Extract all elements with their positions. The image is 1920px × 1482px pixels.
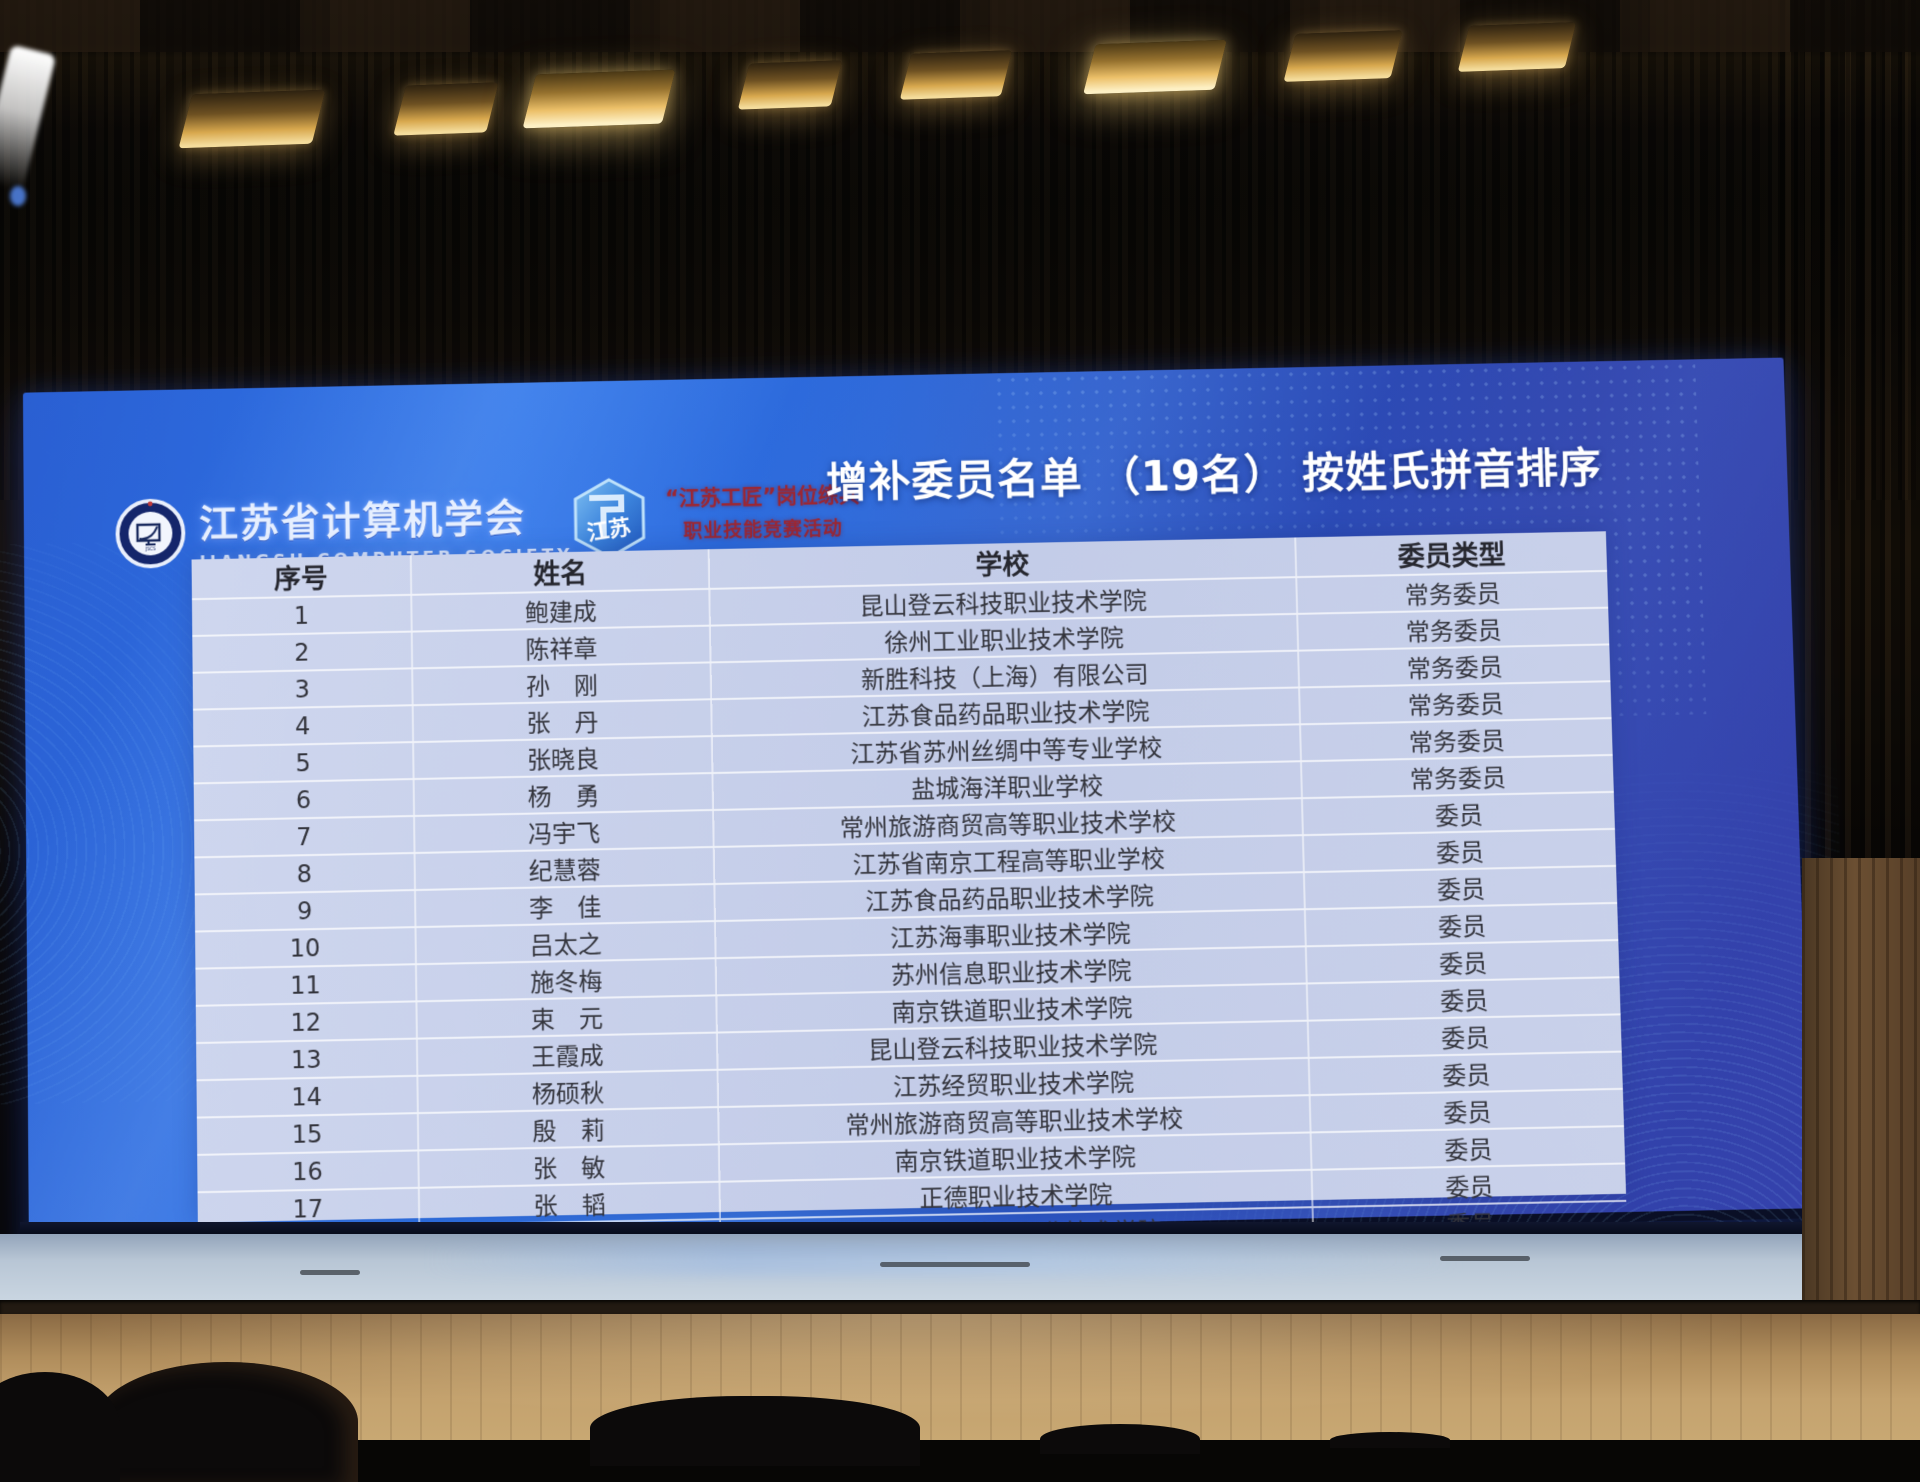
cell-no: 2 [192,632,414,672]
cell-type: 常务委员 [1404,580,1501,610]
cell-type: 常务委员 [1408,727,1506,758]
slide-title: 增补委员名单 （19名） 按姓氏拼音排序 [825,443,1603,508]
cell-name: 鲍建成 [412,589,712,631]
cell-no: 13 [196,1039,419,1080]
floor-mark [1440,1256,1530,1261]
ceiling-light [178,89,326,149]
floor-mark [300,1270,360,1275]
side-wall-panel [1802,858,1920,1304]
cell-type: 委员 [1440,1024,1490,1054]
cell-name: 李 佳 [416,884,717,927]
cell-type: 委员 [1436,875,1486,905]
stage-curtain-right [1780,0,1920,900]
cell-name: 束 元 [417,996,718,1038]
cell-name: 张 丹 [413,700,713,742]
screen-bottom-bezel [20,1222,1820,1236]
audience-head-silhouette [96,1362,358,1482]
cell-type: 委员 [1439,986,1489,1016]
cell-name: 施冬梅 [417,959,718,1001]
cell-no: 7 [194,816,416,857]
header-name: 姓名 [411,549,711,594]
ceiling-light [899,50,1013,100]
led-presentation-screen: JSCS 江苏省计算机学会 JIANGSU COMPUTER SOCIETY 江… [0,357,1856,1345]
cell-type: 委员 [1442,1098,1492,1128]
ceiling-light [393,82,499,136]
cell-no: 1 [191,595,413,635]
ceiling-light [1083,39,1227,95]
cell-no: 8 [194,853,417,894]
cell-type: 常务委员 [1405,616,1502,647]
cell-type: 委员 [1443,1135,1493,1166]
cell-name: 殷 莉 [419,1108,720,1150]
audience-head-silhouette [1330,1432,1450,1448]
jiangsu-hexagon-badge-icon: 江苏 [569,475,650,562]
event-caption-line2: 职业技能竞赛活动 [683,517,843,543]
cell-type: 常务委员 [1409,764,1507,795]
cell-no: 12 [195,1002,419,1043]
cell-type: 委员 [1438,949,1488,979]
cell-name: 冯宇飞 [415,810,715,852]
cell-type: 委员 [1434,801,1484,831]
ceiling-light [1457,22,1577,72]
audience-head-silhouette [590,1396,920,1466]
cell-name: 张 敏 [419,1145,721,1187]
cell-name: 杨 勇 [414,774,715,815]
cell-type: 委员 [1435,838,1485,868]
cell-type: 委员 [1437,912,1487,942]
cell-name: 吕太之 [416,922,717,964]
cell-no: 15 [196,1114,420,1154]
cell-no: 11 [195,965,418,1005]
cell-no: 14 [196,1076,420,1117]
cell-name: 王霞成 [418,1033,719,1075]
committee-roster-table: 序号 姓名 学校 委员类型 1 鲍建成 昆山登云科技职业技术学院 常务委员 2 … [191,531,1628,1304]
cell-no: 9 [194,891,417,931]
svg-text:JSCS: JSCS [144,546,155,552]
ceiling-light [522,69,676,129]
cell-no: 6 [193,780,416,820]
cell-name: 孙 刚 [413,663,713,705]
cell-type: 委员 [1444,1173,1494,1203]
cell-no: 4 [192,706,415,746]
cell-type: 常务委员 [1406,653,1504,684]
cell-name: 陈祥章 [412,626,712,668]
stage-floor-reflection [0,1234,1852,1300]
ceiling-fixtures-band [0,0,1920,52]
cell-type: 常务委员 [1407,690,1505,721]
computer-society-emblem-icon: JSCS [115,498,185,569]
cell-type: 委员 [1441,1061,1491,1091]
screen-reflection [420,1242,1470,1276]
floor-mark [880,1262,1030,1267]
cell-no: 5 [193,743,415,783]
ceiling-light [737,60,843,110]
cell-name: 张 韬 [419,1182,722,1225]
cell-no: 16 [197,1151,420,1192]
audience-head-silhouette [1040,1424,1200,1454]
light-glint [10,186,26,206]
screen-header: JSCS 江苏省计算机学会 JIANGSU COMPUTER SOCIETY 江… [23,358,1789,573]
ceiling-light [1283,30,1403,82]
header-no: 序号 [191,555,413,599]
org-name-cn: 江苏省计算机学会 [198,496,527,548]
cell-no: 3 [192,669,414,709]
stage-edge-gap [0,1300,1920,1314]
cell-name: 杨硕秋 [418,1070,720,1113]
header-type: 委员类型 [1397,540,1506,574]
cell-name: 纪慧蓉 [415,847,716,890]
cell-no: 10 [195,928,418,968]
cell-name: 张晓良 [414,737,714,779]
